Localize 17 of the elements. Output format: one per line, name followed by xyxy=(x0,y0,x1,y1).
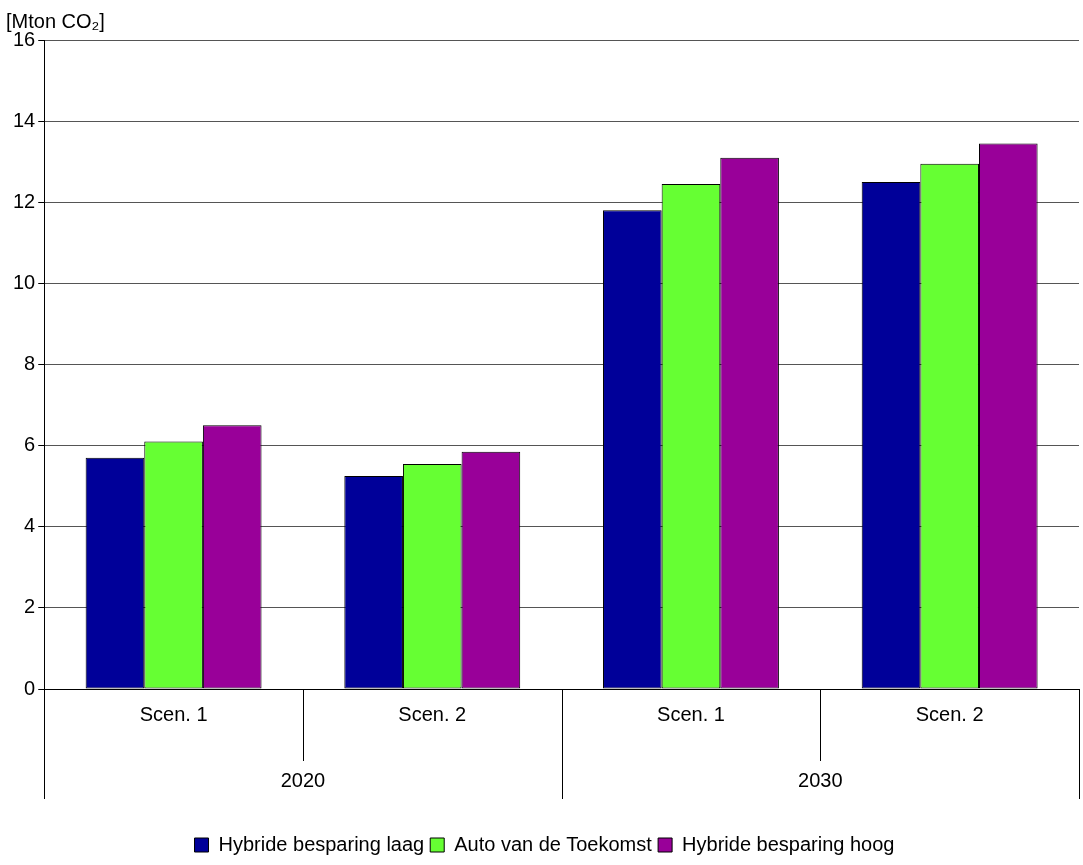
x-tick-label: Scen. 1 xyxy=(657,702,725,725)
y-tick-label: 0 xyxy=(24,676,36,699)
y-tick-label: 6 xyxy=(24,433,36,456)
x-tick-label: Scen. 2 xyxy=(915,702,984,725)
text: 2030 xyxy=(798,768,843,791)
legend-label: Hybride besparing hoog xyxy=(682,832,895,855)
y-tick-label: 4 xyxy=(24,514,36,537)
y-tick-label: 12 xyxy=(13,189,36,212)
legend-label: Auto van de Toekomst xyxy=(454,832,653,855)
x-tick-label: Scen. 1 xyxy=(139,702,208,725)
legend-label: Hybride besparing laag xyxy=(218,832,425,855)
y-tick-label: 8 xyxy=(24,352,36,375)
y-tick-label: 10 xyxy=(13,270,36,293)
y-tick-label: 14 xyxy=(13,108,36,131)
y-tick-label: 2 xyxy=(24,595,36,618)
x-tick-label: Scen. 2 xyxy=(398,702,467,725)
text: 2020 xyxy=(280,768,326,791)
